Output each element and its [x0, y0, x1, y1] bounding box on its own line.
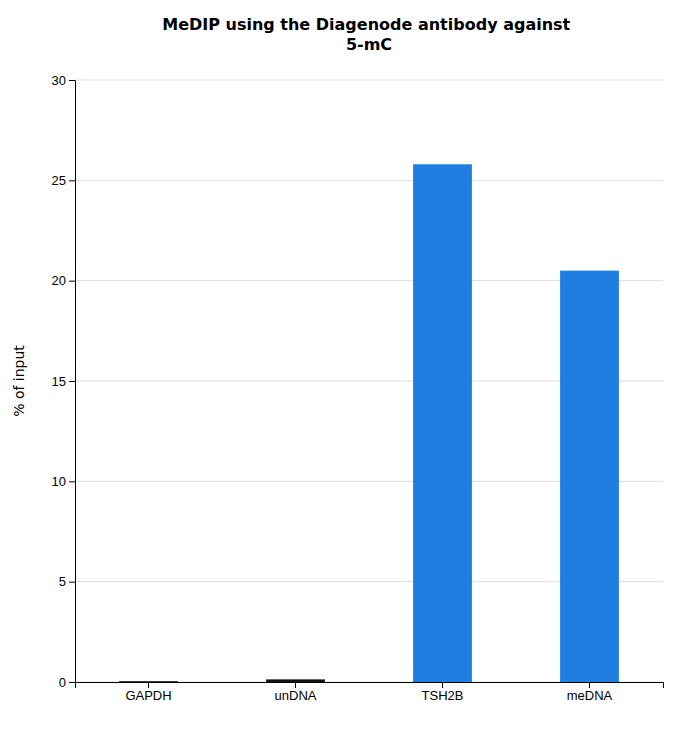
title: MeDIP using the Diagenode antibody again…: [162, 15, 576, 54]
x-tick-mark: [148, 682, 149, 688]
x-tick-label: TSH2B: [422, 688, 464, 703]
x-tick-mark: [442, 682, 443, 688]
chart-svg: GAPDH unDNA TSH2B meDNA 0 5 10 15 20 25 30 % of inp…: [0, 0, 693, 732]
y-tick: 10: [52, 474, 75, 489]
title-line: 5-mC: [346, 35, 392, 54]
x-tick-label: unDNA: [275, 688, 317, 703]
x-axis: GAPDH unDNA TSH2B meDNA: [76, 682, 664, 703]
y-tick: 0: [59, 675, 75, 690]
y-tick: 15: [52, 374, 75, 389]
y-tick: 20: [52, 273, 75, 288]
y-tick-mark: [69, 582, 75, 583]
bar: [119, 681, 178, 682]
x-tick-mark: [295, 682, 296, 688]
x-tick: meDNA: [567, 682, 613, 703]
x-tick-label: meDNA: [567, 688, 613, 703]
x-tick: GAPDH: [125, 682, 171, 703]
grid-line: [75, 180, 663, 181]
bar: [266, 679, 325, 682]
y-tick-label: 30: [52, 73, 66, 88]
y-tick-label: 25: [52, 173, 66, 188]
x-tick-label: GAPDH: [125, 688, 171, 703]
bars: [119, 164, 619, 682]
grid-line: [75, 80, 663, 81]
y-tick: 25: [52, 173, 75, 188]
y-tick-label: 5: [59, 574, 66, 589]
y-tick-mark: [69, 180, 75, 181]
y-tick-mark: [69, 381, 75, 382]
x-tick: TSH2B: [422, 682, 464, 703]
plot-area: GAPDH unDNA TSH2B meDNA 0 5 10 15 20 25 30: [52, 73, 664, 704]
y-tick-label: 10: [52, 474, 66, 489]
x-tick-mark: [589, 682, 590, 688]
title-line: MeDIP using the Diagenode antibody again…: [162, 15, 570, 34]
x-axis-line: [76, 683, 664, 689]
y-tick-mark: [69, 481, 75, 482]
y-axis-title: % of input: [11, 345, 27, 417]
y-tick: 30: [52, 73, 75, 88]
chart-container: GAPDH unDNA TSH2B meDNA 0 5 10 15 20 25 30 % of inp…: [0, 0, 693, 732]
y-tick-label: 0: [59, 675, 66, 690]
y-tick-label: 15: [52, 374, 66, 389]
bar: [560, 271, 619, 682]
y-tick-mark: [69, 682, 75, 683]
grid: [75, 80, 663, 682]
x-tick: unDNA: [275, 682, 317, 703]
y-axis-line: [69, 81, 76, 683]
bar: [413, 164, 472, 682]
y-axis: 0 5 10 15 20 25 30: [52, 73, 76, 690]
y-tick-mark: [69, 80, 75, 81]
y-tick: 5: [59, 574, 75, 589]
y-tick-label: 20: [52, 273, 66, 288]
y-tick-mark: [69, 281, 75, 282]
